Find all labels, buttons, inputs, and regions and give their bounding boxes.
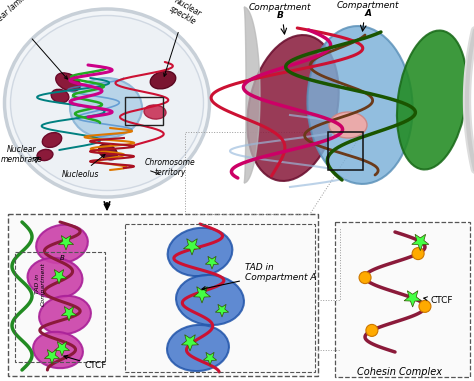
Ellipse shape <box>167 325 229 371</box>
Ellipse shape <box>10 16 203 191</box>
Polygon shape <box>215 304 228 317</box>
Circle shape <box>366 324 378 336</box>
Ellipse shape <box>70 78 142 138</box>
Ellipse shape <box>247 35 339 181</box>
Text: CTCF: CTCF <box>424 296 453 305</box>
Ellipse shape <box>176 275 244 325</box>
Polygon shape <box>412 234 429 251</box>
Polygon shape <box>404 291 421 307</box>
Ellipse shape <box>51 89 69 103</box>
Circle shape <box>359 272 371 283</box>
Bar <box>125 97 163 125</box>
Bar <box>15 252 105 362</box>
Text: TAD in
Compartment: TAD in Compartment <box>35 262 46 306</box>
Text: TAD in
Compartment A: TAD in Compartment A <box>202 263 317 290</box>
Ellipse shape <box>56 73 80 91</box>
Ellipse shape <box>329 112 367 138</box>
Circle shape <box>419 300 431 312</box>
Polygon shape <box>51 269 67 284</box>
Polygon shape <box>62 307 77 321</box>
Polygon shape <box>182 335 199 351</box>
Text: Nuclear
membrane: Nuclear membrane <box>1 145 43 164</box>
Polygon shape <box>58 235 73 250</box>
Polygon shape <box>203 352 217 365</box>
Ellipse shape <box>33 332 83 368</box>
Text: Compartment: Compartment <box>337 1 399 10</box>
Text: Chromosome
territory: Chromosome territory <box>145 158 195 177</box>
Ellipse shape <box>27 258 82 298</box>
Polygon shape <box>183 239 201 255</box>
Text: B: B <box>276 11 283 20</box>
Text: CTCF: CTCF <box>64 355 108 370</box>
Ellipse shape <box>308 26 412 184</box>
Polygon shape <box>244 7 260 183</box>
Ellipse shape <box>144 105 166 119</box>
Ellipse shape <box>37 149 53 161</box>
Text: A: A <box>365 9 372 18</box>
Ellipse shape <box>39 296 91 334</box>
Ellipse shape <box>150 71 176 89</box>
Bar <box>328 132 363 170</box>
Text: B: B <box>60 255 64 261</box>
Bar <box>8 214 318 376</box>
Text: Nuclear lamina: Nuclear lamina <box>0 0 67 79</box>
Circle shape <box>412 248 424 259</box>
Polygon shape <box>55 341 70 356</box>
Bar <box>335 222 470 377</box>
Ellipse shape <box>397 30 467 170</box>
Text: Nucleolus: Nucleolus <box>61 154 105 179</box>
Ellipse shape <box>99 144 118 160</box>
Ellipse shape <box>4 9 210 197</box>
Text: Cohesin Complex: Cohesin Complex <box>357 367 443 377</box>
Polygon shape <box>205 256 219 269</box>
Text: Nuclear
speckle: Nuclear speckle <box>164 0 202 76</box>
Ellipse shape <box>42 133 62 147</box>
Ellipse shape <box>168 228 232 276</box>
Polygon shape <box>45 349 60 364</box>
Text: Compartment: Compartment <box>249 3 311 12</box>
Polygon shape <box>193 287 210 303</box>
Ellipse shape <box>36 225 88 263</box>
Bar <box>125 224 315 372</box>
